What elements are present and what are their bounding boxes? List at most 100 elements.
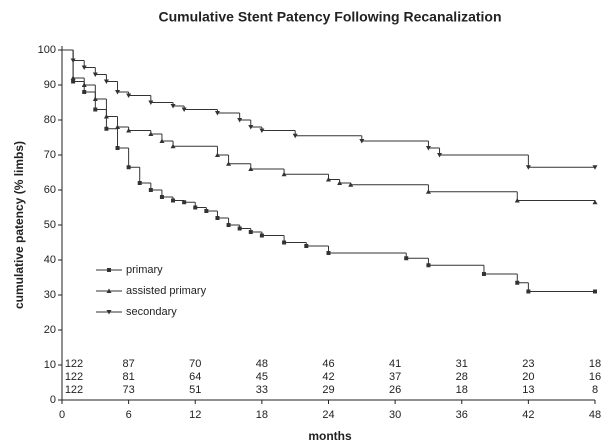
marker — [70, 58, 76, 63]
marker — [193, 205, 198, 210]
x-tick-label: 48 — [589, 409, 601, 421]
marker — [259, 128, 265, 133]
at-risk-number: 8 — [592, 384, 598, 396]
x-tick-label: 6 — [126, 409, 132, 421]
at-risk-number: 81 — [123, 371, 135, 383]
marker — [248, 166, 254, 171]
marker — [107, 268, 111, 272]
at-risk-number: 70 — [189, 358, 201, 370]
marker — [259, 233, 264, 238]
marker — [82, 90, 87, 94]
marker — [115, 124, 121, 129]
marker — [326, 177, 331, 182]
x-tick-label: 18 — [256, 409, 268, 421]
marker — [481, 272, 486, 276]
marker — [214, 152, 220, 157]
marker — [226, 223, 231, 227]
at-risk-number: 18 — [456, 384, 468, 396]
marker — [304, 244, 309, 248]
at-risk-number: 51 — [189, 384, 201, 396]
at-risk-number: 46 — [322, 358, 334, 370]
marker — [214, 111, 220, 116]
marker — [204, 209, 209, 213]
marker — [226, 161, 232, 166]
marker — [525, 165, 531, 170]
at-risk-number: 26 — [389, 384, 401, 396]
marker — [425, 189, 431, 194]
at-risk-number: 64 — [189, 371, 201, 383]
x-tick-label: 30 — [389, 409, 401, 421]
y-tick-label: 40 — [44, 254, 56, 266]
at-risk-number: 73 — [123, 384, 135, 396]
marker — [281, 171, 287, 177]
marker — [170, 104, 176, 109]
marker — [71, 79, 76, 84]
marker — [148, 131, 154, 136]
at-risk-number: 23 — [522, 358, 534, 370]
y-tick-label: 30 — [44, 289, 56, 301]
marker — [126, 165, 131, 170]
at-risk-number: 28 — [456, 371, 468, 383]
marker — [81, 65, 87, 70]
marker — [326, 251, 331, 255]
marker — [103, 79, 109, 84]
legend-label: assisted primary — [126, 285, 207, 297]
at-risk-number: 41 — [389, 358, 401, 370]
marker — [437, 153, 443, 158]
marker — [359, 139, 365, 144]
legend-label: primary — [126, 264, 163, 276]
marker — [70, 75, 76, 80]
at-risk-number: 18 — [589, 358, 601, 370]
legend-label: secondary — [126, 306, 177, 318]
marker — [337, 180, 343, 185]
marker — [182, 200, 187, 205]
marker — [159, 195, 164, 199]
y-tick-label: 60 — [44, 184, 56, 196]
marker — [115, 90, 121, 95]
marker — [215, 216, 220, 220]
at-risk-number: 48 — [256, 358, 268, 370]
marker — [170, 143, 176, 149]
x-tick-label: 0 — [59, 409, 65, 421]
marker — [526, 289, 531, 294]
at-risk-number: 122 — [65, 384, 83, 396]
x-tick-label: 24 — [322, 409, 334, 421]
y-tick-label: 20 — [44, 324, 56, 336]
chart-title: Cumulative Stent Patency Following Recan… — [158, 9, 501, 25]
marker — [592, 165, 598, 170]
marker — [593, 289, 597, 294]
at-risk-number: 29 — [322, 384, 334, 396]
at-risk-number: 45 — [256, 371, 268, 383]
at-risk-number: 31 — [456, 358, 468, 370]
marker — [292, 133, 298, 139]
x-tick-label: 12 — [189, 409, 201, 421]
marker — [148, 100, 154, 105]
marker — [92, 72, 98, 77]
y-axis-label: cumulative patency (% limbs) — [12, 141, 26, 309]
y-tick-label: 50 — [44, 219, 56, 231]
marker — [592, 199, 598, 205]
marker — [282, 240, 287, 245]
marker — [92, 96, 98, 101]
marker — [237, 226, 242, 231]
marker — [148, 188, 153, 192]
marker — [137, 181, 142, 185]
marker — [106, 288, 112, 293]
marker — [404, 256, 409, 261]
marker — [237, 118, 243, 123]
y-tick-label: 10 — [44, 359, 56, 371]
marker — [248, 125, 254, 130]
marker — [126, 128, 132, 133]
marker — [348, 182, 354, 187]
marker — [81, 82, 87, 87]
marker — [248, 230, 253, 234]
y-tick-label: 100 — [38, 44, 56, 56]
at-risk-number: 122 — [65, 358, 83, 370]
marker — [181, 107, 187, 112]
x-tick-label: 42 — [522, 409, 534, 421]
marker — [93, 107, 98, 112]
at-risk-number: 87 — [123, 358, 135, 370]
at-risk-number: 37 — [389, 371, 401, 383]
x-axis-label: months — [308, 429, 352, 443]
